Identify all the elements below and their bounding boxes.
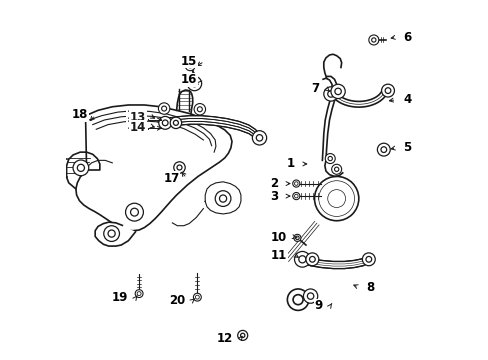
Text: 10: 10 xyxy=(270,231,287,244)
Circle shape xyxy=(377,143,389,156)
Circle shape xyxy=(195,295,199,299)
Text: 8: 8 xyxy=(365,281,373,294)
Text: 20: 20 xyxy=(169,294,185,307)
Circle shape xyxy=(318,181,354,216)
Circle shape xyxy=(137,292,141,296)
Circle shape xyxy=(292,193,299,200)
Circle shape xyxy=(380,147,386,153)
Text: 3: 3 xyxy=(270,190,278,203)
Circle shape xyxy=(325,154,335,163)
Circle shape xyxy=(323,87,337,101)
Circle shape xyxy=(177,165,182,170)
Circle shape xyxy=(159,116,171,129)
Circle shape xyxy=(287,289,308,310)
Text: 15: 15 xyxy=(181,55,197,68)
Circle shape xyxy=(240,333,244,338)
Polygon shape xyxy=(165,116,259,142)
Text: 14: 14 xyxy=(130,121,146,134)
Circle shape xyxy=(292,180,299,187)
Text: 19: 19 xyxy=(112,291,128,305)
Circle shape xyxy=(327,157,332,161)
Polygon shape xyxy=(205,182,241,214)
Polygon shape xyxy=(330,90,387,107)
Circle shape xyxy=(173,162,185,173)
Circle shape xyxy=(197,107,202,112)
Circle shape xyxy=(298,256,305,263)
Circle shape xyxy=(193,293,201,301)
Circle shape xyxy=(295,236,299,240)
Circle shape xyxy=(162,106,166,111)
Circle shape xyxy=(173,120,178,125)
Text: 5: 5 xyxy=(403,141,411,154)
Circle shape xyxy=(73,160,88,176)
Circle shape xyxy=(215,191,230,206)
Text: 4: 4 xyxy=(403,93,411,106)
Text: 2: 2 xyxy=(270,177,278,190)
Circle shape xyxy=(368,35,378,45)
Circle shape xyxy=(309,256,315,262)
Circle shape xyxy=(330,84,345,99)
Circle shape xyxy=(158,103,169,114)
Circle shape xyxy=(307,293,313,299)
Circle shape xyxy=(292,295,303,305)
Polygon shape xyxy=(301,256,368,269)
Text: 6: 6 xyxy=(403,31,411,44)
Circle shape xyxy=(125,203,143,221)
Circle shape xyxy=(194,104,205,115)
Circle shape xyxy=(252,131,266,145)
Circle shape xyxy=(294,251,309,267)
Circle shape xyxy=(188,64,192,68)
Text: 7: 7 xyxy=(311,82,319,95)
Circle shape xyxy=(219,195,226,202)
Circle shape xyxy=(256,135,262,141)
Circle shape xyxy=(293,234,300,242)
Circle shape xyxy=(385,88,390,94)
Circle shape xyxy=(334,88,341,95)
Circle shape xyxy=(185,61,195,71)
Circle shape xyxy=(327,190,345,207)
Polygon shape xyxy=(322,76,336,160)
Text: 14: 14 xyxy=(126,119,142,132)
Circle shape xyxy=(365,256,371,262)
Circle shape xyxy=(331,164,341,174)
Circle shape xyxy=(334,167,338,171)
Circle shape xyxy=(327,91,333,97)
Text: 17: 17 xyxy=(163,172,179,185)
Circle shape xyxy=(294,194,298,198)
Polygon shape xyxy=(62,158,66,177)
Circle shape xyxy=(170,117,181,129)
Text: 12: 12 xyxy=(216,333,233,346)
Circle shape xyxy=(191,80,197,87)
Circle shape xyxy=(314,176,358,221)
Circle shape xyxy=(130,208,138,216)
Text: 11: 11 xyxy=(270,248,287,261)
Circle shape xyxy=(108,230,115,237)
Polygon shape xyxy=(66,152,100,189)
Polygon shape xyxy=(95,222,135,246)
Text: 1: 1 xyxy=(286,157,294,170)
Circle shape xyxy=(103,226,119,242)
Circle shape xyxy=(362,253,374,266)
Circle shape xyxy=(77,164,84,171)
Text: 13: 13 xyxy=(130,111,146,124)
Circle shape xyxy=(325,188,346,209)
Circle shape xyxy=(305,253,318,266)
Text: 16: 16 xyxy=(181,73,197,86)
Circle shape xyxy=(303,289,317,303)
Polygon shape xyxy=(76,105,231,231)
Circle shape xyxy=(135,290,143,297)
Text: 18: 18 xyxy=(72,108,88,121)
Text: 9: 9 xyxy=(314,299,323,312)
Circle shape xyxy=(381,84,394,97)
Circle shape xyxy=(162,120,168,126)
Text: 13: 13 xyxy=(126,109,142,122)
Circle shape xyxy=(294,182,298,185)
Circle shape xyxy=(237,330,247,341)
Circle shape xyxy=(187,76,201,91)
Circle shape xyxy=(371,38,375,42)
